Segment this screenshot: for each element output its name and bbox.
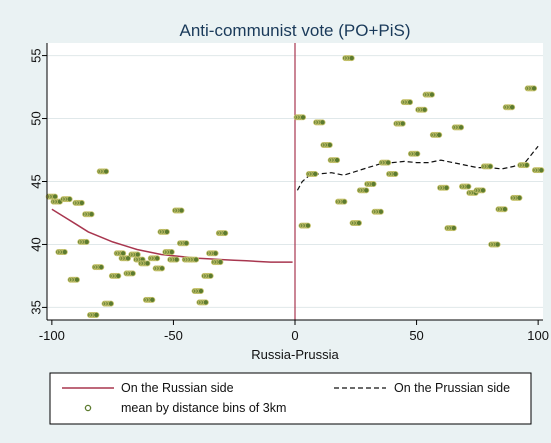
x-tick-label-0: -100	[39, 328, 65, 343]
legend-prussian-label: On the Prussian side	[394, 381, 510, 395]
data-point-11	[101, 300, 114, 307]
data-point-16	[128, 251, 141, 258]
data-point-66	[517, 162, 530, 169]
data-point-24	[167, 256, 180, 263]
data-point-51	[407, 150, 421, 157]
data-point-44	[356, 187, 370, 194]
y-tick-label-1: 40	[29, 237, 44, 251]
data-point-35	[293, 114, 307, 121]
data-point-55	[437, 184, 450, 191]
x-tick-label-1: -50	[164, 328, 183, 343]
y-axis-ticks: 35 40 45 50 55	[29, 48, 47, 315]
data-point-49	[393, 120, 406, 127]
data-point-39	[320, 141, 333, 148]
data-point-6	[77, 238, 90, 245]
data-point-38	[313, 119, 326, 126]
data-point-12	[108, 272, 122, 279]
data-point-34	[215, 230, 229, 237]
data-point-40	[327, 157, 341, 164]
legend-box	[49, 372, 532, 425]
data-point-43	[349, 220, 362, 227]
legend-russian-label: On the Russian side	[121, 381, 234, 395]
data-point-48	[386, 170, 399, 177]
data-point-62	[488, 241, 501, 248]
data-point-57	[451, 124, 465, 131]
data-point-13	[113, 250, 127, 257]
y-tick-label-4: 55	[29, 48, 44, 62]
data-point-22	[157, 228, 170, 235]
data-point-10	[96, 168, 110, 175]
data-point-53	[422, 91, 435, 98]
series-line-russian	[51, 208, 293, 263]
data-point-58	[458, 183, 472, 190]
data-point-47	[378, 159, 392, 166]
legend-points-label: mean by distance bins of 3km	[121, 401, 286, 415]
y-tick-label-0: 35	[29, 300, 44, 314]
data-point-37	[305, 170, 319, 177]
data-point-2	[55, 249, 68, 256]
data-point-28	[186, 256, 200, 263]
data-point-50	[400, 99, 414, 106]
data-point-19	[142, 296, 156, 303]
x-tick-label-4: 100	[527, 328, 549, 343]
data-point-0	[45, 193, 59, 200]
data-point-54	[429, 131, 443, 138]
y-tick-label-2: 45	[29, 174, 44, 188]
data-point-46	[371, 208, 384, 215]
data-point-42	[342, 55, 355, 62]
data-point-41	[334, 198, 348, 205]
data-point-52	[415, 106, 428, 113]
data-point-56	[444, 225, 457, 232]
y-tick-label-3: 50	[29, 111, 44, 125]
data-point-63	[495, 206, 508, 213]
series-line-prussian	[296, 145, 539, 191]
legend-points-marker	[84, 404, 92, 412]
data-point-25	[172, 207, 185, 214]
data-point-45	[364, 181, 377, 188]
data-point-18	[138, 260, 151, 267]
data-point-14	[118, 255, 132, 262]
data-point-32	[206, 250, 219, 257]
x-axis-ticks: -100 -50 0 50 100	[39, 320, 549, 343]
data-point-21	[152, 265, 166, 272]
x-tick-label-3: 50	[409, 328, 423, 343]
data-point-20	[147, 255, 161, 262]
series-lines	[51, 145, 539, 263]
data-point-60	[473, 187, 486, 194]
x-tick-label-2: 0	[291, 328, 298, 343]
x-axis-label: Russia-Prussia	[251, 347, 339, 362]
data-point-67	[524, 85, 538, 92]
data-point-36	[298, 222, 311, 229]
data-point-68	[531, 167, 545, 174]
data-point-31	[201, 272, 214, 279]
data-point-30	[196, 299, 209, 306]
data-point-7	[82, 211, 95, 218]
data-point-29	[191, 288, 204, 295]
data-point-61	[480, 163, 494, 170]
data-point-5	[72, 199, 85, 206]
data-point-64	[502, 104, 516, 111]
data-point-1	[50, 198, 63, 205]
data-points	[45, 55, 545, 318]
chart-title: Anti-communist vote (PO+PiS)	[180, 21, 411, 40]
data-point-4	[67, 276, 80, 283]
data-point-3	[60, 196, 73, 203]
data-point-23	[162, 249, 175, 256]
data-point-26	[176, 240, 190, 247]
data-point-15	[123, 270, 136, 277]
data-point-8	[86, 311, 100, 318]
data-point-33	[210, 259, 224, 266]
data-point-9	[91, 264, 105, 271]
data-point-65	[510, 194, 523, 201]
